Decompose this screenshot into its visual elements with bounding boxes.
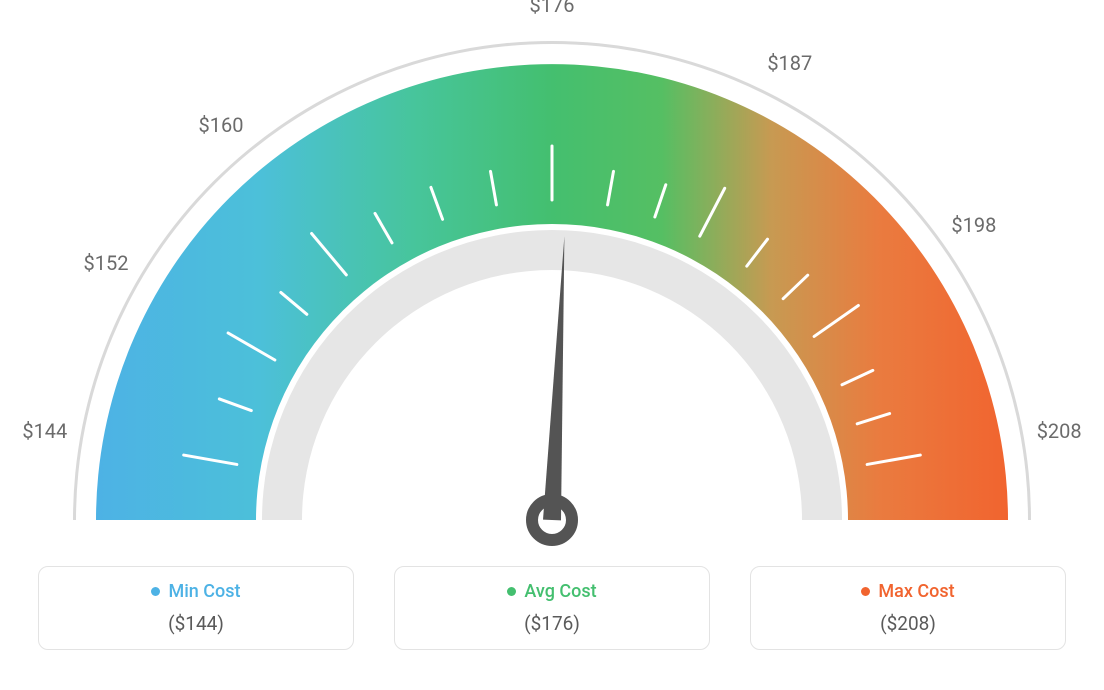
legend-row: Min Cost ($144) Avg Cost ($176) Max Cost… <box>0 560 1104 650</box>
gauge-tick-label: $198 <box>951 213 996 237</box>
gauge-tick-label: $208 <box>1037 419 1082 443</box>
gauge-tick-label: $160 <box>198 113 243 137</box>
legend-card-avg: Avg Cost ($176) <box>394 566 710 650</box>
legend-title-avg: Avg Cost <box>507 581 596 602</box>
cost-gauge: $144 $152 $160 $176 $187 $198 $208 <box>0 0 1104 560</box>
legend-value-max: ($208) <box>761 612 1055 635</box>
legend-label-max: Max Cost <box>878 581 954 602</box>
gauge-tick-label: $144 <box>22 419 67 443</box>
gauge-tick-label: $187 <box>767 51 812 75</box>
legend-label-min: Min Cost <box>168 581 240 602</box>
legend-label-avg: Avg Cost <box>524 581 596 602</box>
legend-title-min: Min Cost <box>151 581 240 602</box>
gauge-svg <box>0 0 1104 560</box>
legend-dot-max <box>861 587 870 596</box>
legend-title-max: Max Cost <box>861 581 954 602</box>
legend-dot-min <box>151 587 160 596</box>
legend-card-min: Min Cost ($144) <box>38 566 354 650</box>
gauge-tick-label: $152 <box>84 251 129 275</box>
legend-value-min: ($144) <box>49 612 343 635</box>
legend-card-max: Max Cost ($208) <box>750 566 1066 650</box>
legend-dot-avg <box>507 587 516 596</box>
legend-value-avg: ($176) <box>405 612 699 635</box>
gauge-tick-label: $176 <box>530 0 575 17</box>
